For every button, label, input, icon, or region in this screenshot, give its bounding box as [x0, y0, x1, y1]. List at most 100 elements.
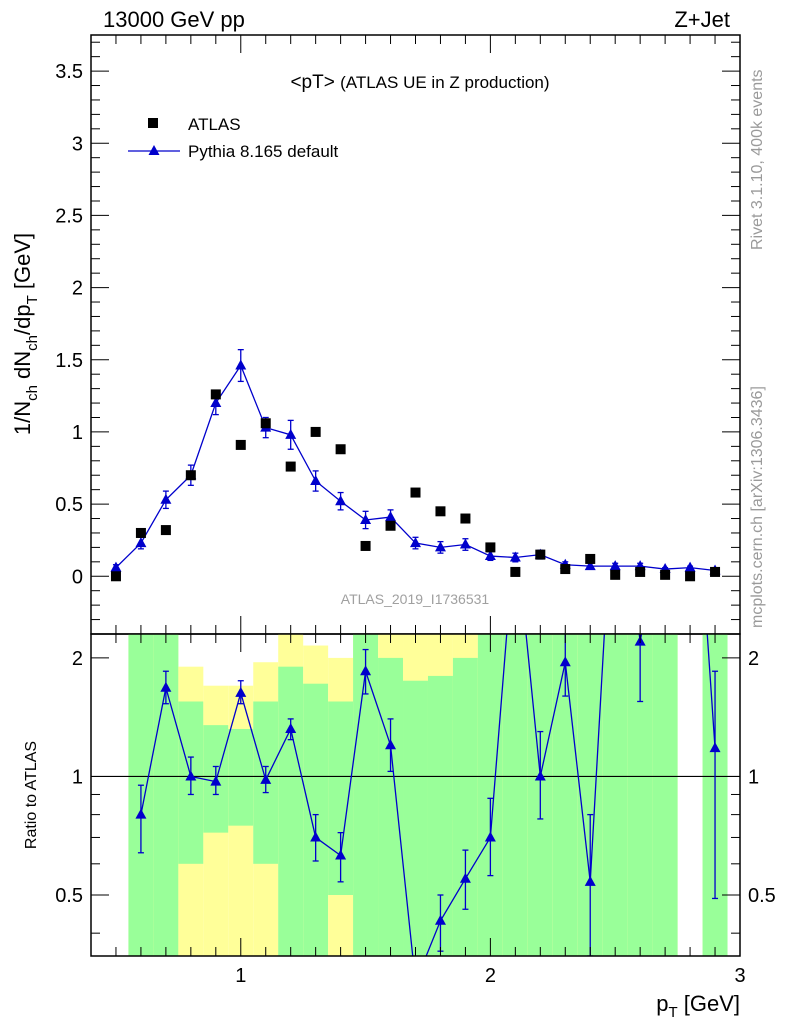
atlas-point — [510, 566, 521, 577]
legend-pythia-label: Pythia 8.165 default — [188, 142, 339, 161]
ratio-y-tick-label-right: 0.5 — [748, 885, 776, 907]
ratio-point — [185, 770, 197, 781]
ratio-band-inner — [452, 657, 478, 956]
pythia-point — [160, 493, 172, 504]
atlas-point — [710, 566, 721, 577]
main-y-tick-label: 1.5 — [55, 350, 83, 372]
ratio-y-axis-label: Ratio to ATLAS — [23, 741, 40, 849]
x-tick-label: 3 — [734, 965, 745, 987]
legend-atlas-marker — [148, 118, 158, 128]
pythia-point — [484, 550, 496, 561]
ratio-band-inner — [378, 657, 404, 956]
rivet-label: Rivet 3.1.10, 400k events — [749, 69, 766, 250]
atlas-point — [660, 569, 671, 580]
main-plot-panel: 0 0.5 1 1.5 2 2.5 3 3.5 <pT> (ATLAS UE in Z pro… — [10, 34, 741, 635]
mcplots-label: mcplots.cern.ch [arXiv:1306.3436] — [749, 386, 766, 628]
atlas-point — [435, 506, 446, 517]
ratio-point — [160, 681, 172, 692]
analysis-label: ATLAS_2019_I1736531 — [341, 591, 490, 607]
atlas-point — [235, 439, 246, 450]
ratio-point — [335, 849, 347, 860]
header-right: Z+Jet — [674, 7, 730, 32]
atlas-point — [285, 461, 296, 472]
atlas-point — [535, 549, 546, 560]
ratio-band-inner — [228, 728, 254, 826]
ratio-y-tick-label: 1 — [72, 766, 83, 788]
atlas-point — [585, 553, 596, 564]
atlas-point — [310, 426, 321, 437]
ratio-point — [434, 914, 446, 925]
ratio-point — [709, 742, 721, 753]
pythia-point — [684, 561, 696, 572]
x-tick-label: 1 — [235, 965, 246, 987]
ratio-plot-panel: 0.5 0.5 1 1 2 2 1 2 3 Ratio to ATLAS pT [GeV] — [23, 633, 776, 1021]
atlas-point — [685, 571, 696, 582]
ratio-point — [260, 773, 272, 784]
ratio-point — [360, 665, 372, 676]
pythia-point — [459, 538, 471, 549]
pythia-point — [210, 397, 222, 408]
ratio-y-tick-label-right: 1 — [748, 766, 759, 788]
pythia-point — [335, 495, 347, 506]
ratio-point — [210, 775, 222, 786]
plot-title: <pT> (ATLAS UE in Z production) — [290, 72, 549, 93]
ratio-point — [235, 686, 247, 697]
atlas-point — [560, 564, 571, 575]
pythia-point — [310, 475, 322, 486]
atlas-point — [110, 571, 121, 582]
atlas-point — [185, 470, 196, 481]
ratio-band-inner — [278, 666, 304, 956]
atlas-point — [610, 569, 621, 580]
atlas-point — [485, 542, 496, 553]
ratio-point — [135, 808, 147, 819]
pythia-point — [135, 537, 147, 548]
main-y-tick-label: 1 — [72, 422, 83, 444]
ratio-point — [385, 739, 397, 750]
ratio-point — [559, 656, 571, 667]
pythia-point — [385, 511, 397, 522]
header-left: 13000 GeV pp — [103, 7, 245, 32]
ratio-point — [534, 770, 546, 781]
x-tick-label: 2 — [485, 965, 496, 987]
ratio-point — [459, 872, 471, 883]
atlas-point — [385, 520, 396, 531]
ratio-point — [285, 722, 297, 733]
pythia-point — [584, 560, 596, 571]
ratio-point — [584, 875, 596, 886]
pythia-point — [110, 561, 122, 572]
x-axis-label: pT [GeV] — [656, 991, 740, 1021]
ratio-band-inner — [477, 634, 503, 956]
main-y-tick-label: 3.5 — [55, 61, 83, 83]
ratio-y-tick-label-right: 2 — [748, 648, 759, 670]
atlas-point — [135, 527, 146, 538]
atlas-point — [335, 444, 346, 455]
main-y-tick-label: 2 — [72, 278, 83, 300]
pythia-point — [235, 359, 247, 370]
legend-atlas-label: ATLAS — [188, 115, 241, 134]
main-y-axis-label: 1/Nch dNch/dpT [GeV] — [10, 233, 41, 435]
atlas-point — [260, 418, 271, 429]
ratio-point — [310, 831, 322, 842]
atlas-point — [635, 566, 646, 577]
ratio-band-inner — [502, 634, 528, 956]
main-y-tick-label: 0.5 — [55, 494, 83, 516]
ratio-band-inner — [652, 634, 678, 956]
ratio-line — [140, 634, 716, 956]
pythia-point — [509, 551, 521, 562]
ratio-y-tick-label: 2 — [72, 648, 83, 670]
atlas-point — [210, 389, 221, 400]
pythia-point — [410, 537, 421, 548]
atlas-point — [410, 487, 421, 498]
ratio-band-inner — [602, 634, 628, 956]
pythia-point — [609, 560, 621, 571]
pythia-point — [285, 428, 297, 439]
atlas-point — [160, 525, 171, 536]
legend: ATLAS Pythia 8.165 default — [128, 115, 339, 161]
main-y-tick-label: 3 — [72, 133, 83, 155]
ratio-band-inner — [403, 680, 428, 956]
atlas-point — [360, 540, 371, 551]
pythia-point — [360, 513, 372, 524]
ratio-y-tick-label: 0.5 — [55, 885, 83, 907]
main-y-tick-label: 0 — [72, 566, 83, 588]
